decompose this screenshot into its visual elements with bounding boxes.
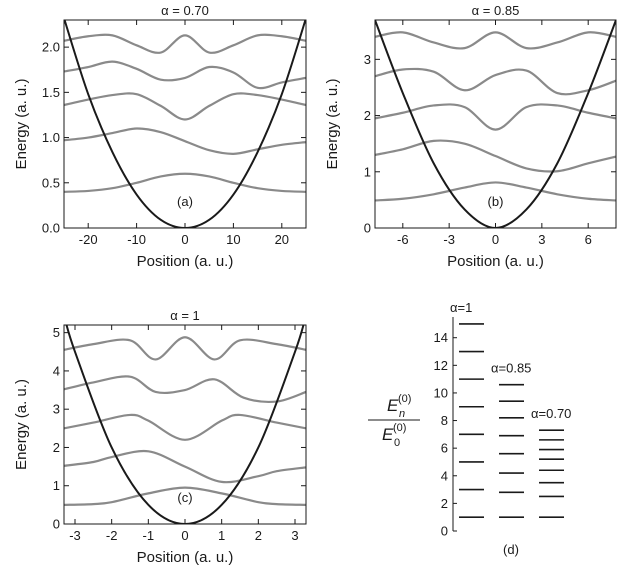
panel-b: α = 0.85 -6 -3 0 3 6 0 1 2 3 Position (a. u.) Energ…	[324, 3, 617, 270]
x-tick-label: 3	[291, 528, 298, 543]
x-tick-label: 6	[585, 232, 592, 247]
potential-curve	[65, 325, 305, 524]
x-tick-label: 1	[218, 528, 225, 543]
y-tick-label: 14	[434, 330, 448, 345]
wavefunction-curve-4	[64, 60, 306, 90]
y-tick-label: 2	[441, 496, 448, 511]
panel-label: (b)	[488, 194, 504, 209]
y-tick-label: 4	[441, 468, 448, 483]
series-label: α=0.70	[531, 406, 571, 421]
y-tick-label: 2	[364, 108, 371, 123]
ratio-numerator-subscript: n	[399, 408, 405, 420]
panel-label: (a)	[177, 194, 193, 209]
y-tick-label: 10	[434, 385, 448, 400]
wavefunction-curve-2	[64, 449, 306, 484]
x-tick-label: -2	[106, 528, 118, 543]
wavefunction-curve-3	[64, 413, 306, 441]
y-tick-label: 6	[441, 441, 448, 456]
ratio-numerator: E	[387, 396, 399, 415]
x-tick-label: 10	[226, 232, 240, 247]
plot-area	[64, 325, 306, 524]
y-tick-label: 3	[53, 402, 60, 417]
y-tick-label: 1.0	[42, 130, 60, 145]
y-axis-label: Energy (a. u.)	[324, 79, 341, 170]
ratio-denominator-superscript: (0)	[393, 422, 406, 434]
x-tick-label: -6	[397, 232, 409, 247]
ratio-denominator: E	[382, 425, 394, 444]
panel-c: α = 1 -3 -2 -1 0 1 2 3 0 1 2 3 4 5 Position (a. u.) Ene…	[13, 308, 307, 566]
y-tick-label: 2.0	[42, 40, 60, 55]
wavefunction-curve-1	[64, 486, 306, 506]
y-tick-label: 12	[434, 358, 448, 373]
panel-label: (c)	[177, 490, 192, 505]
x-axis-label: Position (a. u.)	[137, 253, 234, 270]
y-tick-label: 0	[441, 524, 448, 539]
x-tick-label: -3	[443, 232, 455, 247]
wavefunction-curve-3	[64, 92, 306, 121]
x-axis-label: Position (a. u.)	[447, 253, 544, 270]
panel-title: α = 1	[170, 308, 200, 323]
panel-title: α = 0.85	[472, 3, 520, 18]
y-tick-label: 0	[53, 517, 60, 532]
panel-title: α = 0.70	[161, 3, 209, 18]
potential-curve	[375, 20, 616, 228]
plot-area	[64, 20, 306, 228]
y-tick-label: 0.0	[42, 221, 60, 236]
series-label: α=0.85	[491, 361, 531, 376]
x-tick-label: 0	[492, 232, 499, 247]
x-tick-label: 0	[181, 232, 188, 247]
y-axis-label: Energy (a. u.)	[13, 79, 30, 170]
y-tick-label: 8	[441, 413, 448, 428]
wavefunction-curve-2	[64, 127, 306, 155]
y-tick-label: 2	[53, 440, 60, 455]
potential-curve	[64, 20, 306, 228]
panel-a: α = 0.70 -20 -10 0 10 20 0.0 0.5 1.0 1.5 2.0 Positi…	[13, 3, 307, 270]
wavefunction-curve-5	[64, 336, 306, 361]
ratio-numerator-superscript: (0)	[398, 393, 411, 405]
x-tick-label: -10	[127, 232, 146, 247]
x-tick-label: -20	[79, 232, 98, 247]
wavefunction-curve-3	[375, 103, 616, 131]
wavefunction-curve-4	[64, 375, 306, 403]
y-axis-label: Energy (a. u.)	[13, 379, 30, 470]
plot-area	[375, 20, 616, 228]
y-tick-label: 1	[364, 164, 371, 179]
wavefunction-curve-5	[375, 31, 616, 50]
x-tick-label: 2	[255, 528, 262, 543]
wavefunction-curve-1	[375, 181, 616, 202]
y-tick-label: 3	[364, 52, 371, 67]
y-tick-label: 1	[53, 478, 60, 493]
y-tick-label: 0.5	[42, 175, 60, 190]
y-tick-label: 1.5	[42, 85, 60, 100]
x-tick-label: -3	[69, 528, 81, 543]
y-tick-label: 4	[53, 363, 60, 378]
ratio-denominator-subscript: 0	[394, 437, 400, 449]
wavefunction-curve-1	[64, 172, 306, 193]
x-axis-label: Position (a. u.)	[137, 549, 234, 566]
x-tick-label: 20	[275, 232, 289, 247]
wavefunction-curve-4	[375, 67, 616, 96]
x-tick-label: 0	[181, 528, 188, 543]
x-tick-label: 3	[538, 232, 545, 247]
y-tick-label: 5	[53, 325, 60, 340]
panel-label: (d)	[503, 542, 519, 557]
series-label: α=1	[450, 300, 472, 315]
y-tick-label: 0	[364, 221, 371, 236]
wavefunction-curve-2	[375, 139, 616, 173]
wavefunction-curve-5	[64, 33, 306, 54]
x-tick-label: -1	[143, 528, 155, 543]
